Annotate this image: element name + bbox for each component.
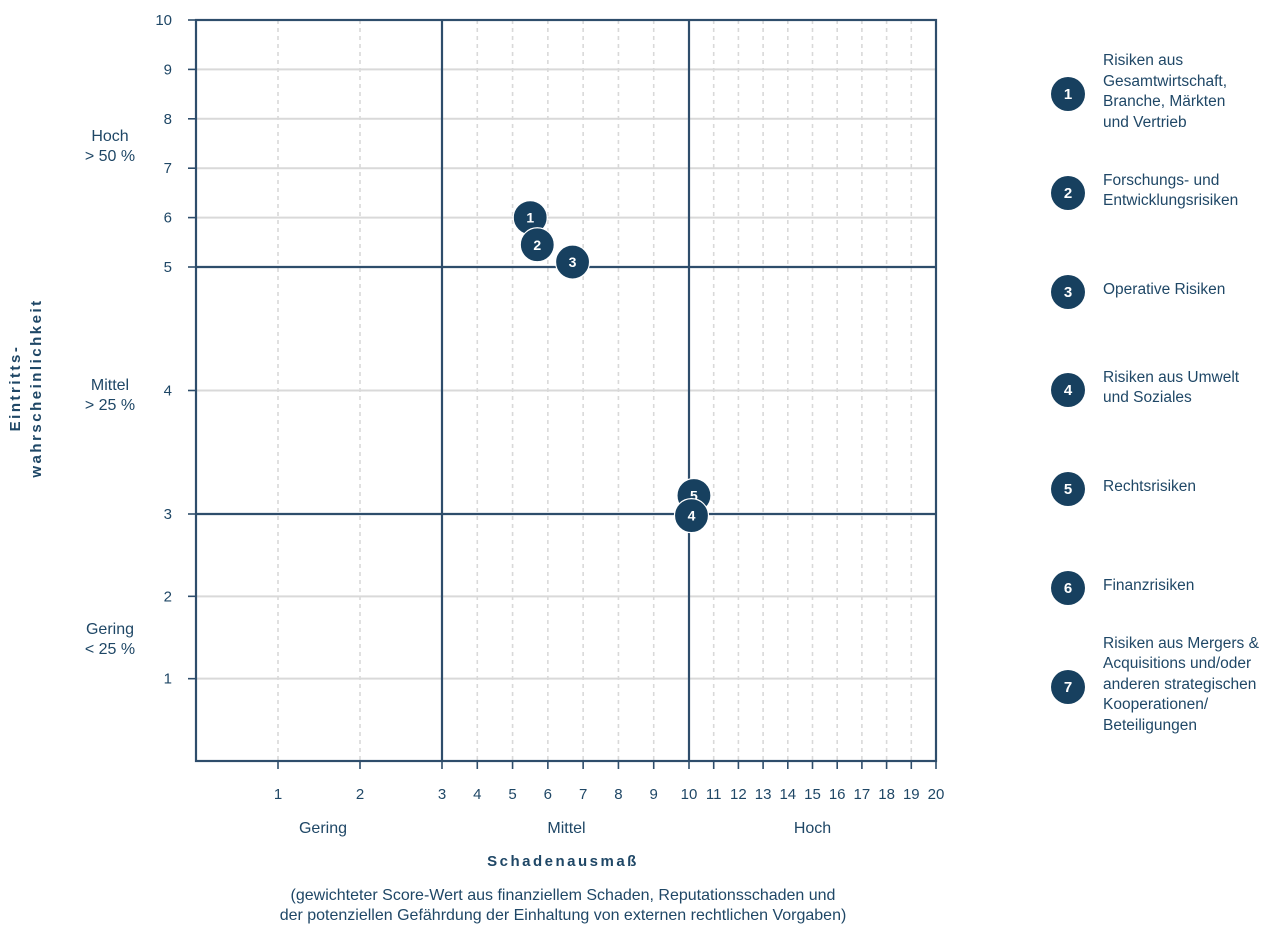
x-band-label: Gering (299, 820, 347, 837)
y-band-label: Hoch (91, 128, 128, 145)
x-tick-label: 5 (508, 786, 516, 803)
legend-text: Rechtsrisiken (1103, 477, 1197, 495)
y-band-label: Gering (86, 621, 134, 638)
y-band-sublabel: > 50 % (85, 148, 135, 165)
legend-badge: 7 (1051, 670, 1085, 704)
legend-badge: 4 (1051, 373, 1085, 407)
label-layer: Gering Mittel Hoch Hoch > 50 % Mittel > 25 % Ge… (7, 128, 846, 924)
legend-text: Risiken aus Umwelt und Soziales (1103, 368, 1240, 407)
x-axis-title: Schadenausmaß (487, 853, 639, 870)
x-band-label: Mittel (547, 820, 585, 837)
y-axis-title-line: Eintritts- (7, 345, 24, 432)
legend-text: Forschungs- und Entwicklungsrisiken (1103, 171, 1239, 210)
y-axis-title: Eintritts-wahrscheinlichkeit (7, 298, 45, 478)
y-tick-label: 1 (164, 671, 172, 688)
y-tick-label: 3 (164, 506, 172, 523)
y-tick-label: 10 (155, 12, 172, 29)
legend-text: Operative Risiken (1103, 280, 1226, 298)
x-tick-label: 8 (614, 786, 622, 803)
x-tick-label: 2 (356, 786, 364, 803)
legend: 1 Risiken aus Gesamtwirtschaft, Branche, … (1050, 0, 1279, 925)
y-tick-label: 4 (164, 383, 172, 400)
legend-badge: 3 (1051, 275, 1085, 309)
risk-bubble-label: 2 (533, 237, 541, 253)
x-tick-label: 17 (854, 786, 871, 803)
y-axis-title-line: wahrscheinlichkeit (28, 298, 45, 478)
x-tick-label: 13 (755, 786, 772, 803)
risk-bubble-2 (519, 227, 555, 263)
legend-badge: 2 (1051, 176, 1085, 210)
risk-bubble-3 (554, 244, 591, 280)
risk-bubble-4 (673, 498, 710, 534)
y-tick-label: 7 (164, 160, 172, 177)
x-tick-label: 11 (706, 786, 722, 803)
x-axis-note: der potenziellen Gefährdung der Einhaltu… (280, 907, 847, 924)
legend-text: Risiken aus Gesamtwirtschaft, Branche, M… (1103, 52, 1228, 131)
y-tick-label: 2 (164, 588, 172, 605)
x-tick-label: 16 (829, 786, 846, 803)
legend-badge: 6 (1051, 571, 1085, 605)
x-tick-label: 15 (804, 786, 821, 803)
risk-bubble-label: 3 (569, 254, 577, 270)
legend-text: Risiken aus Mergers & Acquisitions und/o… (1103, 634, 1259, 734)
x-tick-label: 20 (928, 786, 945, 803)
y-tick-label: 5 (164, 259, 172, 276)
x-tick-label: 4 (473, 786, 481, 803)
x-tick-label: 9 (650, 786, 658, 803)
y-band-label: Mittel (91, 377, 129, 394)
x-tick-label: 10 (681, 786, 698, 803)
x-tick-label: 12 (730, 786, 747, 803)
x-tick-label: 1 (274, 786, 282, 803)
x-tick-label: 14 (779, 786, 796, 803)
x-tick-label: 3 (438, 786, 446, 803)
y-tick-label: 6 (164, 210, 172, 227)
point-layer: 1 2 3 5 4 (512, 200, 712, 534)
legend-text: Finanzrisiken (1103, 576, 1195, 594)
x-axis-note: (gewichteter Score-Wert aus finanziellem… (291, 887, 836, 904)
y-tick-label: 9 (164, 61, 172, 78)
legend-badge: 5 (1051, 472, 1085, 506)
risk-matrix-chart: 1 2 3 4 5 6 7 8 9 10 11 12 13 14 15 16 17 18 19 20123456789… (7, 12, 944, 924)
x-tick-label: 7 (579, 786, 587, 803)
grid-layer (196, 20, 936, 761)
risk-bubble-label: 4 (688, 508, 696, 524)
y-band-sublabel: < 25 % (85, 641, 135, 658)
tick-layer: 1 2 3 4 5 6 7 8 9 10 11 12 13 14 15 16 17 18 19 20123456789… (155, 12, 944, 803)
risk-bubble-label: 1 (526, 210, 534, 226)
x-band-label: Hoch (794, 820, 831, 837)
risk-bubble-label: 5 (690, 487, 698, 503)
legend-badge: 1 (1051, 77, 1085, 111)
x-tick-label: 19 (903, 786, 920, 803)
x-tick-label: 18 (878, 786, 895, 803)
x-tick-label: 6 (544, 786, 552, 803)
y-tick-label: 8 (164, 111, 172, 128)
y-band-sublabel: > 25 % (85, 397, 135, 414)
